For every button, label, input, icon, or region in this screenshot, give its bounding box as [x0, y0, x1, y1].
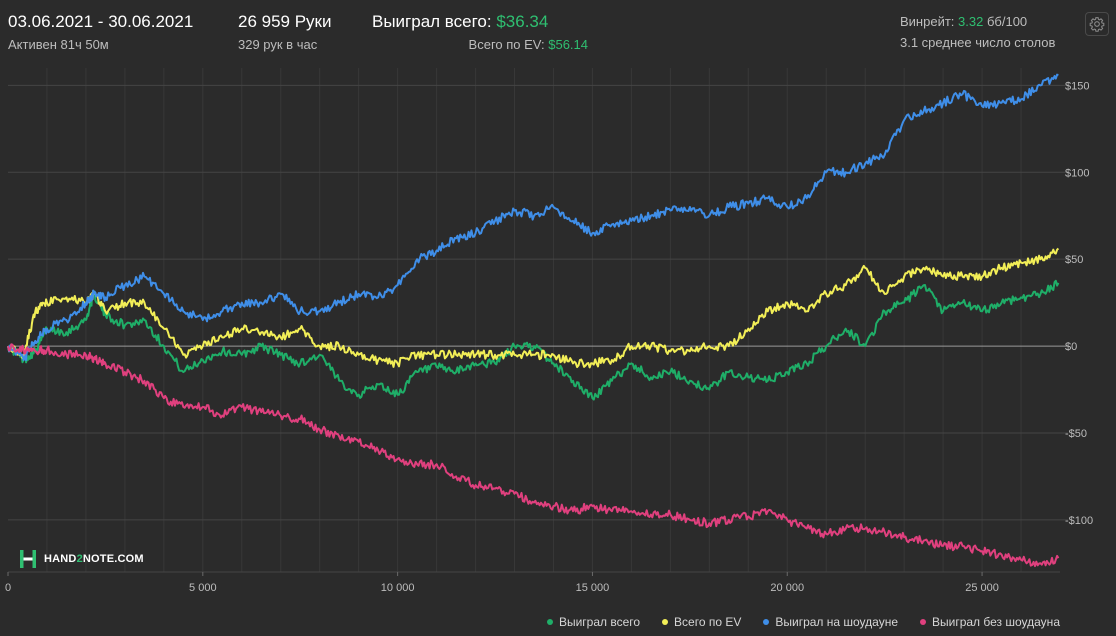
won-total-line — [7, 279, 1060, 401]
legend-item-won-total[interactable]: Выиграл всего — [546, 614, 641, 630]
ev-total: Всего по EV: $56.14 — [469, 37, 588, 52]
x-tick-label: 25 000 — [965, 582, 999, 594]
x-axis-ticks: 0 5 000 10 000 15 000 20 000 25 000 — [5, 572, 999, 594]
legend-item-showdown[interactable]: Выиграл на шоудауне — [763, 614, 898, 630]
showdown-line — [7, 73, 1059, 362]
legend-swatch — [920, 619, 926, 625]
chart-legend: Выиграл всего Всего по EV Выиграл на шоу… — [546, 614, 1060, 630]
y-tick-label: -$50 — [1065, 428, 1087, 440]
x-tick-label: 5 000 — [189, 582, 217, 594]
logo-text-part-1: HAND — [44, 553, 77, 565]
legend-swatch — [662, 619, 669, 625]
legend-label: Выиграл на шоудауне — [775, 615, 898, 629]
chart-grid — [8, 68, 1068, 573]
gear-icon — [1089, 17, 1105, 32]
x-tick-label: 15 000 — [576, 582, 610, 594]
stats-header: 03.06.2021 - 30.06.2021 Активен 81ч 50м … — [0, 0, 1116, 62]
y-tick-label: $150 — [1065, 80, 1089, 92]
winrate-label: Винрейт: — [900, 14, 955, 29]
winrate-unit: бб/100 — [986, 14, 1028, 29]
avg-tables: 3.1 среднее число столов — [900, 35, 1056, 50]
logo-text-part-2: 2 — [76, 553, 83, 565]
legend-label: Выиграл без шоудауна — [932, 615, 1060, 629]
won-total: Выиграл всего: $36.34 — [372, 12, 548, 32]
legend-item-ev-total[interactable]: Всего по EV — [662, 614, 741, 630]
x-tick-label: 10 000 — [381, 582, 415, 594]
y-tick-label: $0 — [1065, 341, 1077, 353]
won-total-label: Выиграл всего: — [372, 12, 492, 31]
active-time: Активен 81ч 50м — [8, 37, 109, 52]
profit-chart[interactable]: $150 $100 $50 $0 -$50 -$100 0 5 000 10 000 15 00… — [0, 62, 1116, 614]
ev-total-label: Всего по EV: — [468, 37, 545, 52]
legend-item-non-showdown[interactable]: Выиграл без шоудауна — [920, 614, 1060, 630]
y-axis-ticks: $150 $100 $50 $0 -$50 -$100 — [1065, 80, 1093, 526]
logo-text: HAND2NOTE.COM — [44, 553, 144, 565]
y-tick-label: -$100 — [1065, 515, 1093, 527]
non-showdown-line — [7, 343, 1060, 568]
chart-series — [7, 73, 1060, 568]
x-tick-label: 0 — [5, 582, 11, 594]
hands-count: 26 959 Руки — [238, 12, 332, 31]
settings-button[interactable] — [1085, 12, 1109, 36]
ev-total-line — [7, 247, 1060, 369]
hands-per-hour: 329 рук в час — [238, 37, 318, 52]
winrate: Винрейт: 3.32 бб/100 — [900, 14, 1027, 29]
hand2note-logo-icon — [20, 550, 36, 568]
winrate-value: 3.32 — [958, 14, 984, 29]
ev-total-value: $56.14 — [548, 37, 588, 52]
legend-swatch — [763, 619, 770, 625]
x-tick-label: 20 000 — [770, 582, 804, 594]
legend-label: Всего по EV — [674, 615, 742, 629]
y-tick-label: $50 — [1065, 254, 1083, 266]
legend-swatch — [546, 619, 553, 625]
legend-label: Выиграл всего — [558, 615, 641, 629]
y-tick-label: $100 — [1065, 167, 1089, 179]
date-range[interactable]: 03.06.2021 - 30.06.2021 — [8, 12, 194, 31]
hand2note-logo: HAND2NOTE.COM — [18, 548, 144, 570]
logo-text-part-3: NOTE.COM — [82, 553, 144, 565]
won-total-value: $36.34 — [496, 12, 549, 31]
